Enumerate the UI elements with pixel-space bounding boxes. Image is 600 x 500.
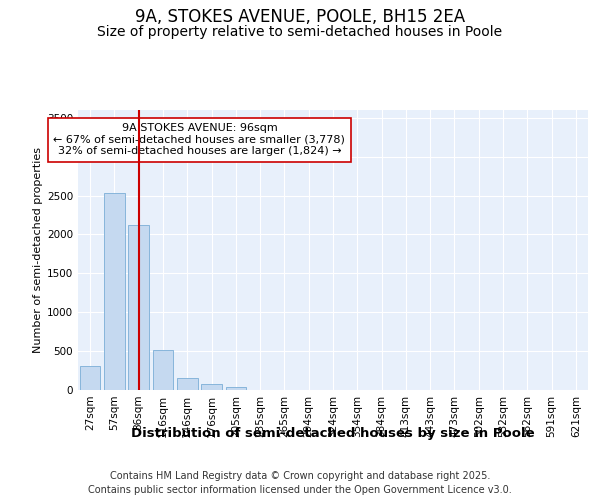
Text: 9A STOKES AVENUE: 96sqm
← 67% of semi-detached houses are smaller (3,778)
32% of: 9A STOKES AVENUE: 96sqm ← 67% of semi-de… [53,123,346,156]
Bar [80,366,100,390]
Bar [128,225,149,390]
Text: 9A, STOKES AVENUE, POOLE, BH15 2EA: 9A, STOKES AVENUE, POOLE, BH15 2EA [135,8,465,26]
Text: Size of property relative to semi-detached houses in Poole: Size of property relative to semi-detach… [97,25,503,39]
Bar [201,384,222,390]
Bar [104,193,125,390]
Text: Contains HM Land Registry data © Crown copyright and database right 2025.
Contai: Contains HM Land Registry data © Crown c… [88,471,512,495]
Bar [152,350,173,390]
Bar [177,378,197,390]
Y-axis label: Number of semi-detached properties: Number of semi-detached properties [33,147,43,353]
Bar [226,388,246,390]
Text: Distribution of semi-detached houses by size in Poole: Distribution of semi-detached houses by … [131,428,535,440]
